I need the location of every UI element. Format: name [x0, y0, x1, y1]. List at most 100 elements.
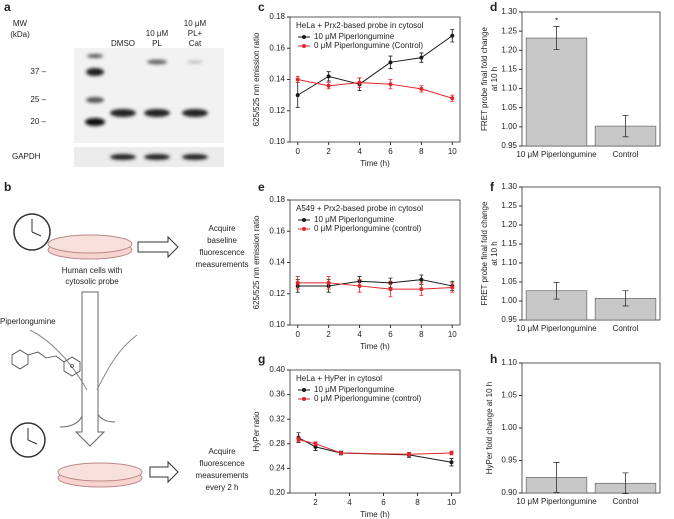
x-tick-label: 6: [381, 498, 386, 507]
data-point: [388, 60, 393, 65]
x-tick-label: 0: [296, 330, 301, 339]
y-axis-label: FRET probe final fold change: [480, 201, 489, 305]
x-tick-label: 4: [357, 330, 362, 339]
error-bar: [622, 290, 629, 307]
data-point: [388, 287, 393, 292]
x-axis-label: Time (h): [360, 510, 390, 519]
x-axis-label: Time (h): [360, 342, 390, 351]
step-label: fluorescence: [199, 248, 245, 257]
panel-label: c: [258, 0, 265, 14]
data-point: [450, 96, 455, 101]
data-point: [419, 86, 424, 91]
schematic: [10, 213, 179, 488]
legend-marker: [302, 218, 306, 222]
panel-label: b: [4, 180, 11, 194]
cells-label: Human cells with: [62, 266, 122, 275]
mw-marker: 37 –: [30, 67, 46, 76]
y-tick-label: 0.20: [269, 488, 285, 497]
step-label: every 2 h: [206, 483, 239, 492]
y-tick-label: 1.20: [501, 45, 517, 54]
data-point: [450, 285, 455, 290]
x-tick-label: 10: [447, 498, 456, 507]
lane-label: Cat: [189, 39, 202, 48]
series-line: [297, 35, 453, 96]
y-tick-label: 0.10: [269, 320, 285, 329]
y-tick-label: 0.16: [269, 226, 285, 235]
step-label: Acquire: [208, 447, 236, 456]
y-tick-label: 1.10: [501, 84, 517, 93]
step-label: fluorescence: [199, 459, 245, 468]
error-bar: [553, 281, 560, 300]
panel-label: d: [490, 0, 497, 14]
legend-label: 10 μM Piperlongumine: [314, 215, 395, 224]
y-axis-label: 625/525 nm emission ratio: [252, 215, 261, 309]
data-point: [419, 277, 424, 282]
x-tick-label: 10 μM Piperlongumine: [516, 150, 597, 159]
legend-label: 0 μM Piperlongumine (control): [314, 224, 422, 233]
y-tick-label: 1.25: [501, 26, 517, 35]
y-tick-label: 1.30: [501, 7, 517, 16]
data-point: [326, 74, 331, 79]
x-tick-label: 2: [326, 330, 331, 339]
plot-frame: [521, 362, 661, 494]
western-blot: [74, 48, 224, 167]
y-tick-label: 0.95: [501, 456, 517, 465]
data-point: [295, 93, 300, 98]
error-bar: [622, 472, 629, 495]
plot-frame: [521, 186, 661, 321]
y-tick-label: 0.28: [269, 439, 285, 448]
x-tick-label: 6: [388, 147, 393, 156]
panel-label: f: [490, 180, 495, 194]
data-point: [449, 451, 454, 456]
step-label: measurements: [196, 260, 249, 269]
lane-label: 10 μM: [146, 29, 169, 38]
y-tick-label: 1.10: [501, 258, 517, 267]
y-tick-label: 0.16: [269, 43, 285, 52]
y-tick-label: 1.05: [501, 277, 517, 286]
series-line: [297, 279, 453, 287]
legend-label: 0 μM Piperlongumine (Control): [314, 41, 423, 50]
mw-marker: 20 –: [30, 117, 46, 126]
x-tick-label: 8: [419, 147, 424, 156]
mw-marker: 25 –: [30, 95, 46, 104]
error-bar: [553, 462, 560, 493]
data-point: [295, 77, 300, 82]
series-line: [298, 437, 452, 463]
series-line: [298, 439, 452, 455]
data-point: [313, 441, 318, 446]
y-tick-label: 0.10: [269, 137, 285, 146]
y-tick-label: 0.18: [269, 195, 285, 204]
step-label: baseline: [207, 236, 237, 245]
panel-label: e: [258, 180, 265, 194]
legend-marker: [302, 388, 306, 392]
mw-label: MW: [13, 19, 28, 28]
data-point: [450, 33, 455, 38]
x-tick-label: 10: [448, 147, 457, 156]
y-tick-label: 0.32: [269, 414, 285, 423]
drug-label: Piperlongumine: [0, 317, 56, 326]
x-tick-label: Control: [613, 324, 639, 333]
y-tick-label: 1.15: [501, 239, 517, 248]
mw-label: (kDa): [10, 30, 30, 39]
series-line: [297, 79, 453, 99]
error-bar: [622, 114, 629, 138]
y-tick-label: 0.14: [269, 75, 285, 84]
x-tick-label: 10 μM Piperlongumine: [516, 324, 597, 333]
data-point: [326, 83, 331, 88]
y-tick-label: 1.15: [501, 65, 517, 74]
y-axis-label: HyPer fold change at 10 h: [485, 382, 494, 475]
x-tick-label: 0: [296, 147, 301, 156]
y-tick-label: 0.12: [269, 289, 285, 298]
data-point: [295, 280, 300, 285]
panel-label: h: [490, 352, 497, 366]
x-tick-label: 6: [388, 330, 393, 339]
data-point: [326, 280, 331, 285]
y-axis-label: at 10 h: [490, 241, 499, 265]
lane-label: PL+: [188, 29, 203, 38]
data-point: [339, 451, 343, 456]
x-tick-label: Control: [613, 497, 639, 506]
bands: [85, 54, 208, 160]
lane-label: 10 μM: [184, 19, 207, 28]
y-tick-label: 0.90: [501, 488, 517, 497]
